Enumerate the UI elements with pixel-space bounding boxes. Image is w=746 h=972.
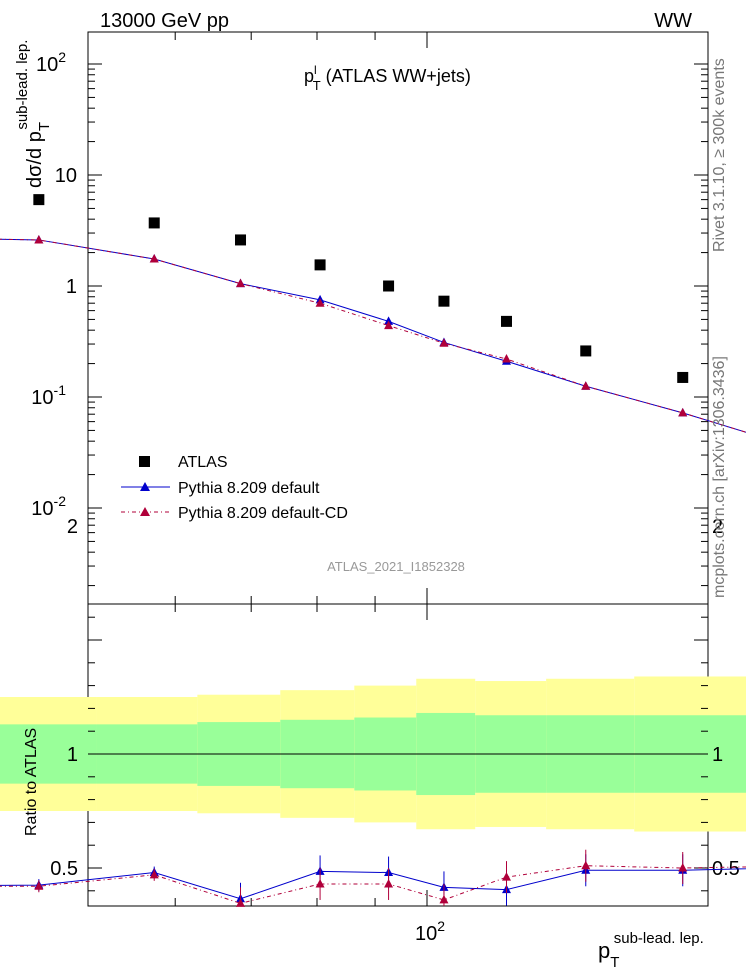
atlas-data-point: [580, 345, 592, 357]
ratio-band-inner: [0, 724, 97, 784]
ratio-2-point: [236, 898, 246, 907]
main-y-tick-label: 1: [66, 276, 77, 298]
main-y-tick-label: 10-2: [31, 493, 66, 520]
ratio-y-tick-label: 2: [67, 516, 78, 538]
series-2-point: [501, 353, 511, 363]
ratio-2-point: [581, 860, 591, 870]
atlas-data-point: [500, 315, 512, 327]
atlas-data-point: [677, 371, 689, 383]
legend-label-pythia-cd: Pythia 8.209 default-CD: [178, 505, 348, 522]
legend-label-atlas: ATLAS: [178, 454, 228, 471]
legend-marker-pythia-default: [140, 482, 150, 491]
rivet-version-label: Rivet 3.1.10, ≥ 300k events: [711, 58, 728, 252]
legend-marker-pythia-cd: [140, 507, 150, 516]
main-y-tick-label: 102: [36, 49, 66, 76]
ratio-y-tick-label: 1: [67, 744, 78, 766]
ratio-y-tick-label-right: 1: [712, 744, 723, 766]
series-line-1: [0, 238, 746, 433]
ratio-2-point: [384, 878, 394, 888]
ratio-y-tick-label-right: 2: [712, 516, 723, 538]
ratio-2-point: [149, 869, 159, 879]
main-y-tick-label: 10-1: [31, 382, 66, 409]
mcplots-reference-label: mcplots.cern.ch [arXiv:1306.3436]: [711, 356, 728, 598]
ratio-2-point: [501, 872, 511, 881]
main-y-axis-label: dσ/d pTsub-lead. lep.: [14, 40, 53, 188]
series-2-point: [315, 298, 325, 307]
ratio-2-point: [439, 894, 449, 904]
atlas-data-point: [148, 217, 160, 229]
ratio-y-axis-label: Ratio to ATLAS: [23, 728, 40, 836]
atlas-data-point: [235, 234, 247, 246]
analysis-watermark: ATLAS_2021_I1852328: [327, 559, 465, 574]
atlas-data-point: [438, 295, 450, 307]
ratio-2-point: [678, 863, 688, 872]
legend-marker-atlas: [139, 456, 150, 467]
series-2-point: [581, 381, 591, 390]
series-line-2: [0, 238, 746, 433]
ratio-y-tick-label: 0.5: [50, 858, 78, 880]
ratio-line-2: [0, 865, 746, 904]
ratio-plot-marks: [0, 849, 746, 907]
main-y-tick-label: 10: [55, 165, 77, 187]
legend-label-pythia-default: Pythia 8.209 default: [178, 480, 320, 497]
header-energy-label: 13000 GeV pp: [100, 10, 229, 32]
series-2-point: [149, 254, 159, 263]
series-2-point: [439, 338, 449, 347]
x-axis-label: pTsub-lead. lep.: [598, 930, 704, 971]
series-2-point: [384, 320, 394, 330]
atlas-data-point: [33, 194, 45, 206]
header-process-label: WW: [654, 10, 692, 32]
ratio-2-point: [34, 881, 44, 890]
plot-title: pl T (ATLAS WW+jets): [304, 63, 471, 93]
atlas-data-point: [383, 280, 395, 292]
atlas-data-point: [314, 259, 326, 271]
ratio-line-1: [0, 868, 746, 900]
legend: ATLAS Pythia 8.209 default Pythia 8.209 …: [121, 454, 348, 522]
series-2-point: [678, 407, 688, 417]
main-plot-marks: [0, 194, 746, 433]
ratio-2-point: [315, 878, 325, 888]
series-2-point: [34, 234, 44, 244]
x-tick-label: 102: [415, 918, 445, 945]
series-2-point: [236, 278, 246, 288]
